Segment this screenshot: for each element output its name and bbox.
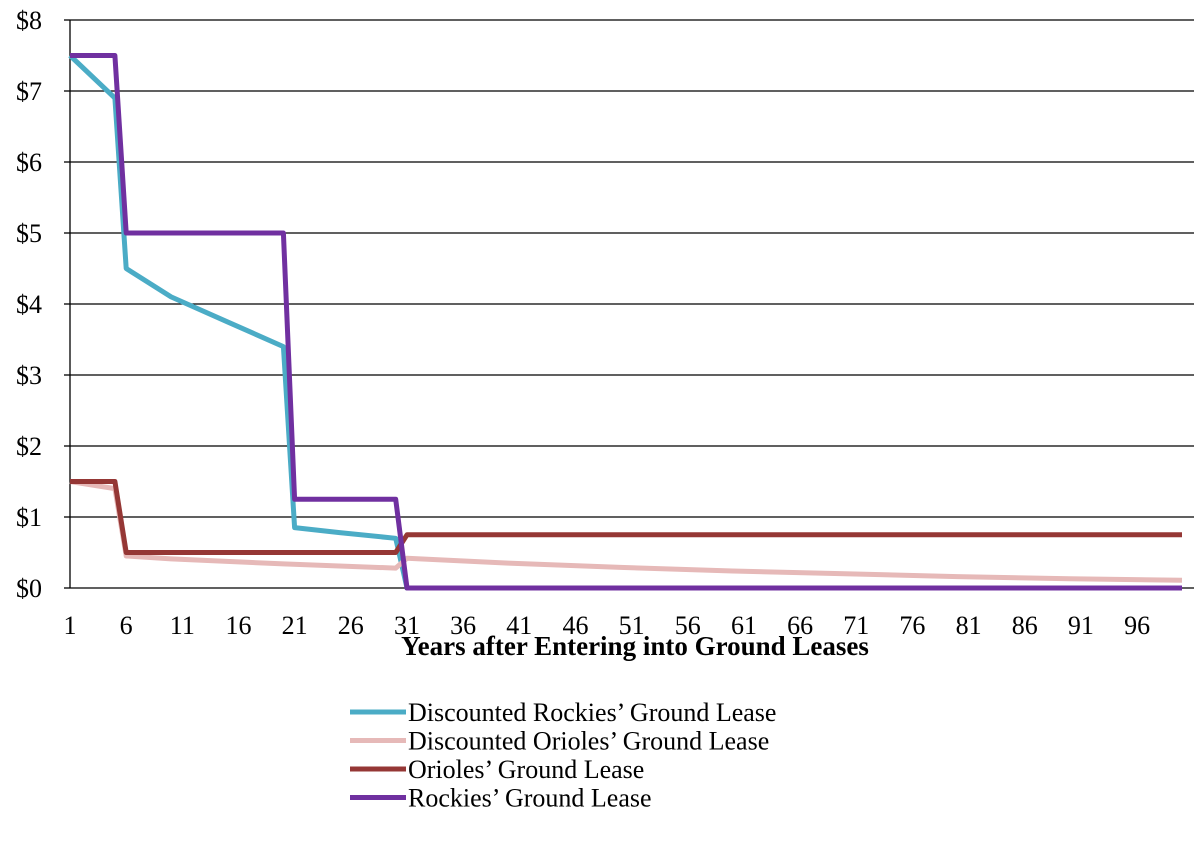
y-tick-label: $2 [16, 432, 42, 461]
x-tick-label: 46 [562, 611, 588, 640]
x-tick-label: 86 [1012, 611, 1038, 640]
legend-item: Discounted Rockies’ Ground Lease [350, 698, 776, 727]
x-tick-label: 1 [64, 611, 77, 640]
x-tick-label: 66 [787, 611, 813, 640]
x-tick-label: 36 [450, 611, 476, 640]
legend-item: Orioles’ Ground Lease [350, 755, 644, 784]
series-line-4 [70, 53, 1182, 591]
legend: Discounted Rockies’ Ground LeaseDiscount… [350, 698, 776, 813]
x-tick-label: 31 [394, 611, 420, 640]
x-tick-label: 21 [282, 611, 308, 640]
x-axis-title: Years after Entering into Ground Leases [401, 631, 869, 661]
x-tick-label: 11 [170, 611, 195, 640]
x-tick-label: 16 [225, 611, 251, 640]
x-tick-label: 51 [619, 611, 645, 640]
x-tick-label: 96 [1124, 611, 1150, 640]
y-tick-label: $0 [16, 574, 42, 603]
axes [64, 19, 71, 589]
x-tick-label: 81 [956, 611, 982, 640]
y-tick-labels: $0 $1 $2 $3 $4 $5 $6 $7 $8 [16, 6, 42, 603]
legend-label: Rockies’ Ground Lease [408, 784, 652, 813]
x-tick-label: 61 [731, 611, 757, 640]
legend-label: Discounted Rockies’ Ground Lease [408, 698, 776, 727]
x-tick-label: 26 [338, 611, 364, 640]
legend-item: Rockies’ Ground Lease [350, 784, 652, 813]
legend-label: Discounted Orioles’ Ground Lease [408, 727, 769, 756]
legend-label: Orioles’ Ground Lease [408, 755, 644, 784]
y-tick-label: $7 [16, 77, 42, 106]
y-tick-label: $6 [16, 148, 42, 177]
x-tick-label: 6 [120, 611, 133, 640]
series-line-1 [68, 53, 1182, 591]
y-tick-label: $4 [16, 290, 42, 319]
x-tick-label: 91 [1068, 611, 1094, 640]
series-line-2 [69, 479, 1183, 583]
x-tick-labels: 1 6 11 16 21 26 31 36 41 46 51 56 61 66 71 76 81 86 91 96 [64, 611, 1151, 640]
x-tick-label: 41 [506, 611, 532, 640]
y-tick-label: $8 [16, 6, 42, 35]
y-tick-label: $1 [16, 503, 42, 532]
legend-item: Discounted Orioles’ Ground Lease [350, 727, 769, 756]
y-tick-label: $5 [16, 219, 42, 248]
gridlines [70, 19, 1194, 589]
y-tick-label: $3 [16, 361, 42, 390]
x-tick-label: 71 [843, 611, 869, 640]
x-tick-label: 76 [899, 611, 925, 640]
series-lines [68, 53, 1183, 591]
x-tick-label: 56 [675, 611, 701, 640]
series-line-3 [70, 479, 1182, 555]
